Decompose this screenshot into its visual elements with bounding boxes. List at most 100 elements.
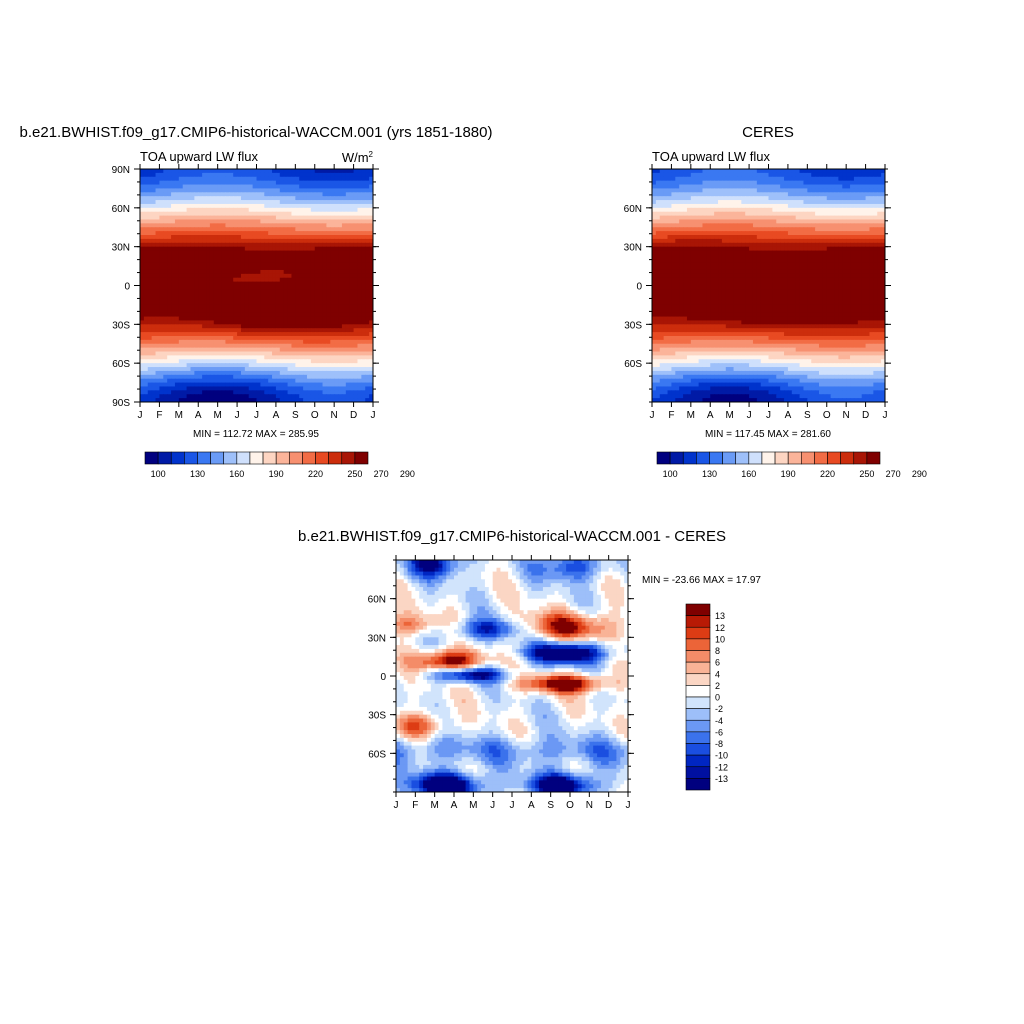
heatmap-cell: [178, 382, 184, 388]
heatmap-cell: [221, 203, 227, 209]
heatmap-cell: [155, 266, 161, 271]
heatmap-cell: [244, 390, 250, 395]
heatmap-cell: [279, 215, 285, 221]
heatmap-cell: [244, 367, 250, 372]
heatmap-cell: [275, 308, 281, 314]
heatmap-cell: [338, 394, 343, 399]
heatmap-cell: [299, 285, 304, 290]
heatmap-cell: [652, 227, 657, 232]
heatmap-cell: [252, 219, 258, 224]
heatmap-cell: [209, 266, 215, 271]
heatmap-cell: [295, 308, 300, 314]
heatmap-cell: [338, 281, 343, 287]
heatmap-cell: [221, 351, 227, 356]
heatmap-cell: [151, 242, 157, 248]
heatmap-cell: [690, 203, 696, 209]
heatmap-cell: [174, 367, 180, 372]
heatmap-cell: [186, 386, 192, 391]
heatmap-cell: [310, 211, 316, 217]
heatmap-cell: [846, 207, 851, 213]
heatmap-cell: [756, 207, 762, 213]
heatmap-cell: [698, 219, 704, 224]
heatmap-cell: [338, 211, 343, 217]
heatmap-cell: [237, 180, 242, 186]
heatmap-cell: [729, 207, 735, 213]
heatmap-cell: [237, 273, 242, 279]
heatmap-cell: [749, 231, 754, 236]
heatmap-cell: [318, 386, 324, 391]
heatmap-cell: [338, 363, 343, 368]
heatmap-cell: [287, 235, 293, 240]
heatmap-cell: [834, 192, 839, 197]
heatmap-cell: [182, 308, 188, 314]
heatmap-cell: [318, 285, 324, 290]
heatmap-cell: [690, 176, 696, 182]
heatmap-cell: [275, 293, 281, 298]
heatmap-cell: [213, 390, 219, 395]
heatmap-cell: [167, 238, 172, 244]
heatmap-cell: [322, 215, 327, 221]
heatmap-cell: [721, 184, 727, 190]
heatmap-cell: [834, 169, 839, 174]
heatmap-cell: [256, 359, 261, 364]
heatmap-cell: [365, 285, 370, 290]
heatmap-cell: [287, 269, 293, 275]
heatmap-cell: [256, 192, 261, 197]
heatmap-cell: [194, 324, 199, 329]
heatmap-cell: [850, 196, 855, 201]
heatmap-cell: [846, 169, 851, 174]
heatmap-cell: [652, 235, 657, 240]
heatmap-cell: [198, 258, 203, 263]
heatmap-cell: [784, 172, 789, 178]
heatmap-cell: [155, 390, 161, 395]
heatmap-cell: [248, 351, 254, 356]
heatmap-cell: [163, 200, 168, 205]
heatmap-cell: [159, 285, 164, 290]
heatmap-cell: [729, 223, 735, 228]
heatmap-cell: [756, 227, 762, 232]
heatmap-cell: [881, 169, 885, 174]
heatmap-cell: [784, 207, 789, 213]
heatmap-cell: [240, 339, 246, 345]
heatmap-cell: [334, 273, 339, 279]
heatmap-cell: [857, 200, 863, 205]
heatmap-cell: [349, 235, 355, 240]
heatmap-cell: [826, 219, 832, 224]
heatmap-cell: [667, 211, 673, 217]
heatmap-cell: [299, 184, 304, 190]
heatmap-cell: [182, 293, 188, 298]
heatmap-cell: [256, 227, 261, 232]
heatmap-cell: [279, 378, 285, 384]
heatmap-cell: [217, 370, 223, 376]
heatmap-cell: [741, 188, 746, 193]
heatmap-cell: [303, 277, 308, 283]
heatmap-cell: [791, 227, 797, 232]
heatmap-cell: [256, 320, 261, 325]
heatmap-cell: [818, 176, 824, 182]
heatmap-cell: [683, 192, 688, 197]
units-sup: 2: [369, 150, 374, 159]
heatmap-cell: [291, 203, 296, 209]
heatmap-cell: [291, 301, 296, 306]
heatmap-cell: [365, 378, 370, 384]
heatmap-cell: [182, 324, 188, 329]
heatmap-cell: [338, 382, 343, 388]
heatmap-cell: [675, 246, 680, 252]
heatmap-cell: [306, 262, 312, 267]
heatmap-cell: [140, 351, 145, 356]
heatmap-cell: [752, 196, 758, 201]
heatmap-cell: [314, 304, 320, 310]
heatmap-cell: [287, 172, 293, 178]
heatmap-cell: [213, 180, 219, 186]
heatmap-cell: [147, 285, 153, 290]
heatmap-cell: [291, 266, 296, 271]
heatmap-cell: [252, 293, 258, 298]
heatmap-cell: [341, 203, 347, 209]
heatmap-cell: [826, 169, 832, 174]
heatmap-cell: [306, 223, 312, 228]
heatmap-cell: [667, 176, 673, 182]
heatmap-cell: [764, 235, 770, 240]
heatmap-cell: [686, 180, 692, 186]
heatmap-cell: [229, 207, 234, 213]
heatmap-cell: [147, 246, 153, 252]
